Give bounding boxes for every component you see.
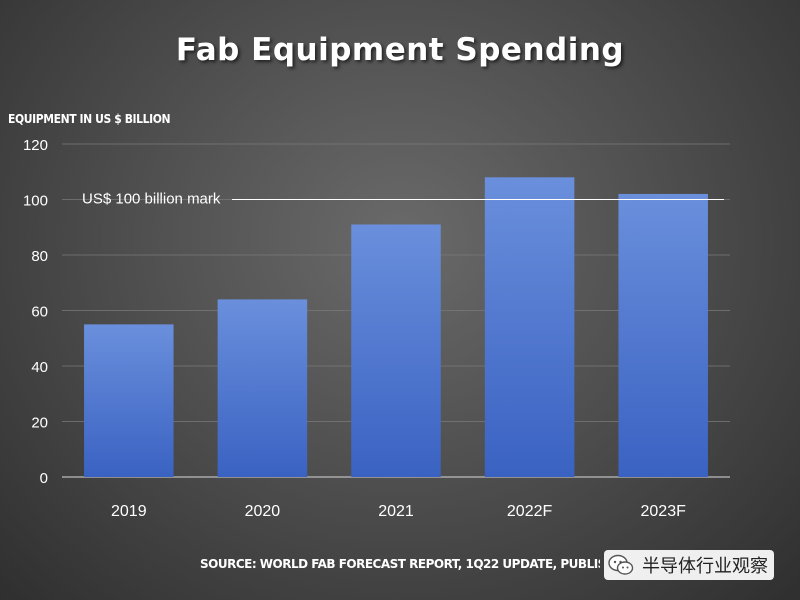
- bar: [84, 324, 174, 477]
- x-tick-label: 2022F: [507, 503, 553, 520]
- x-tick-label: 2021: [378, 503, 414, 520]
- bars: [84, 177, 708, 478]
- reference-line-label: US$ 100 billion mark: [82, 191, 221, 208]
- y-tick-label: 100: [23, 193, 48, 210]
- bar: [351, 224, 441, 477]
- bar: [217, 299, 308, 477]
- chart-title: Fab Equipment Spending: [175, 32, 625, 68]
- x-tick-label: 2019: [111, 503, 147, 520]
- y-tick-label: 80: [31, 248, 48, 265]
- wechat-icon: [608, 554, 634, 575]
- bar: [618, 193, 708, 477]
- reference-line-group: US$ 100 billion mark: [82, 191, 724, 208]
- bar: [484, 177, 575, 478]
- y-tick-label: 60: [31, 304, 48, 321]
- tick-labels: 0 20 40 60 80 100 120 2019 2020 2021 2022F 2023F: [23, 137, 686, 520]
- y-tick-label: 120: [23, 137, 48, 154]
- source-note: SOURCE: WORLD FAB FORECAST REPORT, 1Q22 …: [200, 557, 600, 571]
- x-tick-label: 2020: [245, 503, 281, 520]
- y-tick-label: 0: [40, 470, 48, 487]
- y-tick-label: 40: [31, 359, 48, 376]
- watermark-text: 半导体行业观察: [642, 556, 768, 577]
- y-tick-label: 20: [31, 415, 48, 432]
- y-axis-label: EQUIPMENT IN US $ BILLION: [8, 112, 171, 126]
- x-tick-label: 2023F: [641, 503, 687, 520]
- watermark: 半导体行业观察: [604, 550, 774, 580]
